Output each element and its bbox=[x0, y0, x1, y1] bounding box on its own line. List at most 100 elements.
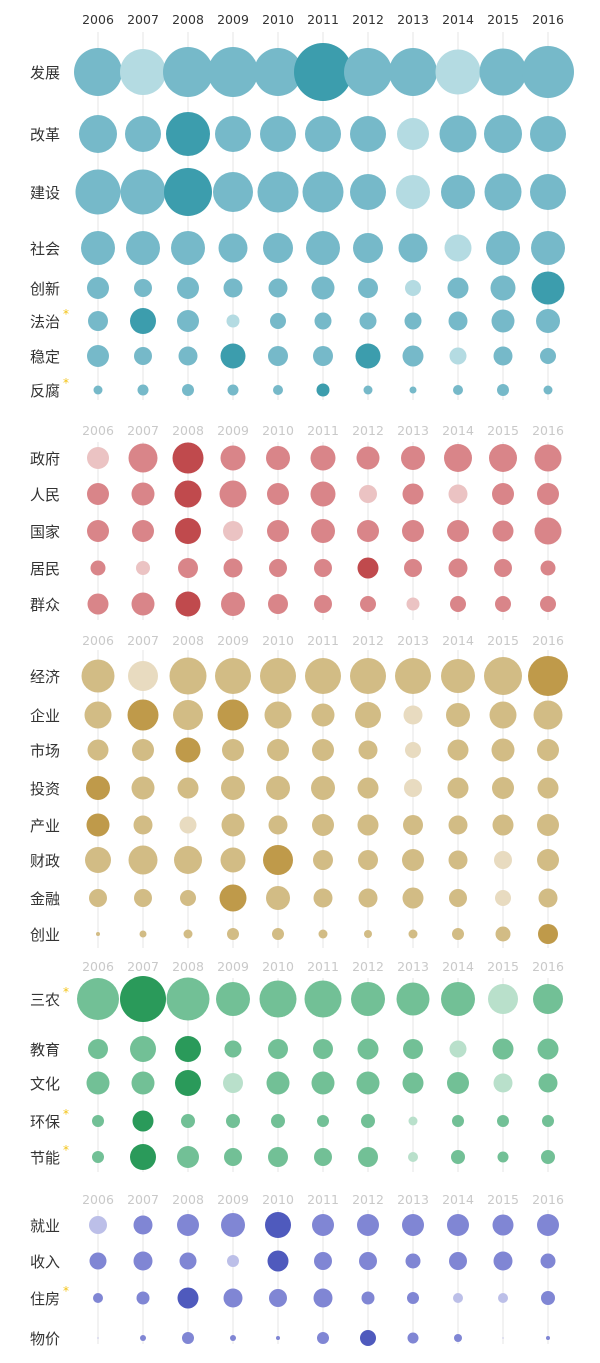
bubble-稳定-2013 bbox=[402, 345, 424, 367]
bubble-居民-2011 bbox=[314, 559, 332, 577]
bubble-社会-2006 bbox=[81, 231, 115, 265]
bubble-经济-2008 bbox=[169, 657, 207, 695]
bubble-发展-2006 bbox=[74, 48, 122, 96]
bubble-稳定-2010 bbox=[268, 346, 288, 366]
bubble-市场-2006 bbox=[87, 739, 109, 761]
year-label-2016: 2016 bbox=[532, 959, 564, 974]
bubble-稳定-2008 bbox=[178, 346, 198, 366]
bubble-发展-2011 bbox=[294, 43, 352, 101]
year-label-2006: 2006 bbox=[82, 423, 114, 438]
bubble-产业-2007 bbox=[133, 815, 153, 835]
year-label-2006: 2006 bbox=[82, 959, 114, 974]
year-label-2013: 2013 bbox=[397, 633, 429, 648]
bubble-物价-2008 bbox=[182, 1332, 194, 1344]
bubble-反腐-2015 bbox=[497, 384, 509, 396]
bubble-财政-2013 bbox=[402, 849, 424, 871]
year-label-2009: 2009 bbox=[217, 959, 249, 974]
star-marker: * bbox=[63, 985, 69, 999]
bubble-文化-2006 bbox=[86, 1071, 110, 1095]
bubble-法治-2014 bbox=[448, 311, 468, 331]
year-label-2011: 2011 bbox=[307, 959, 339, 974]
bubble-收入-2011 bbox=[314, 1252, 332, 1270]
bubble-企业-2011 bbox=[311, 703, 335, 727]
bubble-居民-2006 bbox=[90, 560, 106, 576]
bubble-创新-2008 bbox=[177, 277, 199, 299]
bubble-环保-2014 bbox=[452, 1115, 464, 1127]
bubble-市场-2009 bbox=[222, 739, 244, 761]
bubble-创业-2015 bbox=[495, 926, 511, 942]
bubble-教育-2014 bbox=[449, 1040, 467, 1058]
bubble-群众-2012 bbox=[360, 596, 376, 612]
bubble-环保-2010 bbox=[271, 1114, 285, 1128]
bubble-市场-2016 bbox=[537, 739, 559, 761]
year-label-2012: 2012 bbox=[352, 959, 384, 974]
bubble-改革-2008 bbox=[166, 112, 210, 156]
bubble-收入-2015 bbox=[493, 1251, 513, 1271]
year-label-2015: 2015 bbox=[487, 1192, 519, 1207]
bubble-节能-2015 bbox=[497, 1151, 509, 1163]
bubble-国家-2009 bbox=[223, 521, 243, 541]
year-label-2010: 2010 bbox=[262, 1192, 294, 1207]
bubble-人民-2016 bbox=[537, 483, 559, 505]
bubble-投资-2016 bbox=[537, 777, 559, 799]
bubble-产业-2006 bbox=[86, 813, 110, 837]
bubble-经济-2007 bbox=[128, 661, 158, 691]
bubble-教育-2013 bbox=[403, 1039, 423, 1059]
bubble-政府-2009 bbox=[220, 445, 246, 471]
bubble-就业-2016 bbox=[537, 1214, 559, 1236]
bubble-收入-2012 bbox=[359, 1252, 377, 1270]
bubble-物价-2007 bbox=[140, 1335, 146, 1341]
year-label-2015: 2015 bbox=[487, 633, 519, 648]
bubble-环保-2016 bbox=[542, 1115, 554, 1127]
bubble-市场-2007 bbox=[132, 739, 154, 761]
bubble-投资-2008 bbox=[177, 777, 199, 799]
bubble-就业-2010 bbox=[265, 1212, 291, 1238]
year-label-2009: 2009 bbox=[217, 1192, 249, 1207]
bubble-政府-2016 bbox=[534, 444, 562, 472]
bubble-文化-2011 bbox=[311, 1071, 335, 1095]
bubble-三农-2015 bbox=[488, 984, 518, 1014]
bubble-就业-2011 bbox=[312, 1214, 334, 1236]
bubble-国家-2016 bbox=[534, 517, 562, 545]
bubble-三农-2014 bbox=[441, 982, 475, 1016]
bubble-创业-2016 bbox=[538, 924, 558, 944]
bubble-住房-2008 bbox=[177, 1287, 199, 1309]
bubble-教育-2009 bbox=[224, 1040, 242, 1058]
year-label-2013: 2013 bbox=[397, 1192, 429, 1207]
group-4: 2006 2007 2008 2009 2010 2011 2012 2013 2014 2015… bbox=[30, 1192, 564, 1348]
bubble-社会-2010 bbox=[263, 233, 293, 263]
bubble-物价-2014 bbox=[454, 1334, 462, 1342]
row-label-经济: 经济 bbox=[30, 668, 60, 686]
bubble-创新-2011 bbox=[311, 276, 335, 300]
row-label-创新: 创新 bbox=[30, 280, 60, 298]
row-label-三农: 三农 bbox=[30, 991, 60, 1009]
bubble-群众-2009 bbox=[221, 592, 245, 616]
year-label-2012: 2012 bbox=[352, 423, 384, 438]
bubble-财政-2010 bbox=[263, 845, 293, 875]
bubble-社会-2011 bbox=[306, 231, 340, 265]
bubble-财政-2011 bbox=[313, 850, 333, 870]
bubble-就业-2008 bbox=[177, 1214, 199, 1236]
bubble-住房-2013 bbox=[407, 1292, 419, 1304]
bubble-产业-2013 bbox=[403, 815, 423, 835]
bubble-收入-2016 bbox=[540, 1253, 556, 1269]
bubble-投资-2012 bbox=[357, 777, 379, 799]
bubble-居民-2012 bbox=[357, 557, 379, 579]
bubble-节能-2010 bbox=[268, 1147, 288, 1167]
bubble-节能-2006 bbox=[92, 1151, 104, 1163]
bubble-法治-2006 bbox=[88, 311, 108, 331]
bubble-建设-2011 bbox=[302, 171, 344, 213]
bubble-反腐-2016 bbox=[543, 385, 553, 395]
bubble-人民-2007 bbox=[131, 482, 155, 506]
row-label-发展: 发展 bbox=[30, 64, 60, 82]
row-label-改革: 改革 bbox=[30, 126, 60, 144]
year-label-2011: 2011 bbox=[307, 1192, 339, 1207]
bubble-住房-2011 bbox=[313, 1288, 333, 1308]
bubble-社会-2008 bbox=[171, 231, 205, 265]
bubble-就业-2015 bbox=[492, 1214, 514, 1236]
bubble-物价-2016 bbox=[546, 1336, 550, 1340]
bubble-文化-2008 bbox=[175, 1070, 201, 1096]
year-label-2012: 2012 bbox=[352, 12, 384, 27]
bubble-改革-2014 bbox=[439, 115, 477, 153]
bubble-发展-2014 bbox=[435, 49, 481, 95]
